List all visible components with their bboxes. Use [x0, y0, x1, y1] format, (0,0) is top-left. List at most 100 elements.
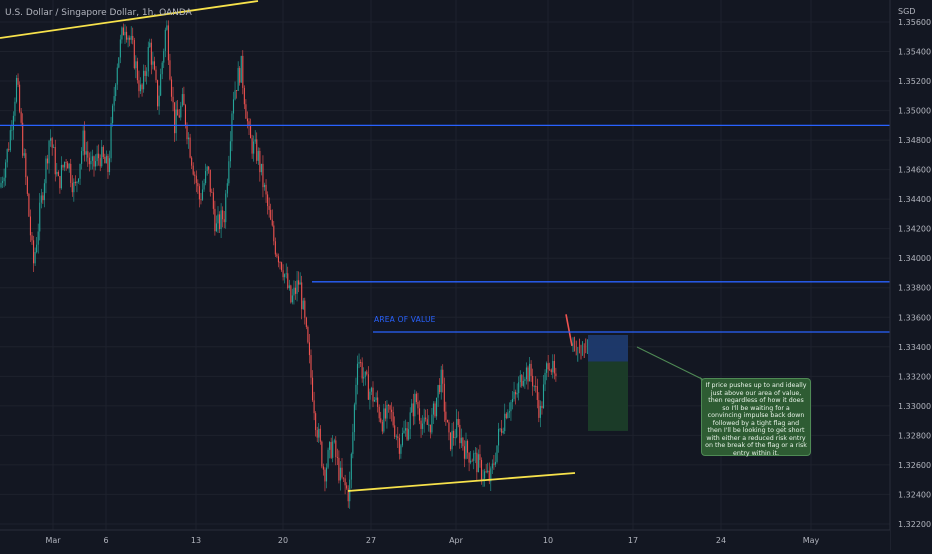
candle-body [333, 440, 335, 442]
horizontal-levels[interactable] [0, 124, 890, 333]
time-tick-label: Mar [45, 536, 61, 545]
candle-body [60, 165, 62, 189]
candle-body [124, 31, 126, 36]
candle-body [490, 468, 492, 482]
candle-body [15, 78, 18, 102]
candle-body [339, 467, 341, 481]
candle-body [48, 140, 50, 164]
candle-body [157, 80, 159, 107]
price-tick-label: 1.34800 [898, 136, 931, 145]
candle-body [370, 387, 372, 392]
candle-body [553, 360, 555, 374]
candle-body [222, 210, 224, 220]
time-tick-label: May [803, 536, 820, 545]
candle-body [510, 402, 512, 412]
candle-body [46, 158, 49, 164]
candle-body [181, 94, 183, 106]
candle-body [161, 62, 163, 75]
candle-body [160, 74, 162, 96]
candle-body [521, 375, 523, 386]
candle-body [305, 317, 307, 327]
candle-body [291, 295, 293, 303]
trade-note-callout[interactable]: If price pushes up to and ideally just a… [701, 378, 811, 457]
price-tick-label: 1.34400 [898, 195, 931, 204]
candle-body [158, 95, 160, 107]
candle-body [389, 405, 391, 410]
candle-body [544, 372, 546, 385]
candle-body [71, 182, 73, 193]
candle-body [420, 420, 422, 429]
price-tick-label: 1.32800 [898, 431, 931, 440]
candle-body [301, 282, 303, 310]
candle-body [453, 430, 455, 438]
candle-body [248, 121, 250, 126]
candle-body [392, 412, 394, 426]
candle-body [263, 184, 266, 188]
trend-lines[interactable] [0, 0, 576, 492]
candles [0, 20, 588, 509]
candle-body [541, 405, 543, 408]
candle-body [493, 463, 495, 465]
time-tick-label: 10 [543, 536, 553, 545]
candle-body [56, 171, 58, 175]
time-axis-labels: Mar 6 13 20 27 Apr 10 17 24 May [45, 536, 819, 545]
candle-body [87, 151, 89, 158]
candle-body [228, 161, 230, 184]
candle-body [406, 428, 408, 440]
candle-body [470, 460, 472, 463]
candle-body [273, 225, 275, 242]
candle-body [8, 149, 10, 151]
candle-body [208, 166, 210, 170]
candle-body [487, 470, 489, 473]
candle-body [358, 362, 360, 364]
candle-body [267, 194, 269, 207]
candle-body [477, 454, 479, 473]
candle-body [256, 139, 258, 161]
candle-body [468, 452, 470, 463]
candle-body [504, 413, 506, 432]
position-tool[interactable] [588, 334, 628, 431]
candle-body [169, 60, 171, 80]
candle-body [479, 454, 481, 460]
candle-body [395, 436, 397, 438]
candle-body [20, 111, 22, 123]
time-tick-label: 20 [278, 536, 288, 545]
candle-body [369, 391, 371, 400]
candle-body [494, 461, 496, 465]
candle-body [363, 376, 365, 379]
candle-body [29, 216, 31, 236]
candle-body [149, 42, 151, 48]
candle-body [150, 42, 152, 65]
candle-body [234, 90, 236, 100]
candle-body [471, 460, 473, 462]
candle-body [254, 139, 256, 142]
candle-body [22, 122, 24, 156]
candle-body [515, 391, 517, 395]
candle-body [116, 67, 118, 85]
candle-body [268, 206, 270, 210]
candle-body [62, 165, 64, 168]
candle-body [57, 171, 59, 177]
price-axis-panel[interactable] [890, 0, 932, 550]
candle-body [282, 270, 284, 278]
chart-title: U.S. Dollar / Singapore Dollar, 1h, OAND… [5, 8, 193, 18]
candle-body [223, 219, 225, 223]
candle-body [51, 138, 53, 148]
candle-body [463, 446, 465, 459]
candle-body [53, 147, 55, 148]
candle-body [352, 432, 354, 454]
candle-body [239, 68, 241, 83]
candle-body [84, 130, 86, 155]
candle-body [338, 457, 340, 481]
candle-body [270, 209, 272, 220]
candle-body [374, 399, 376, 402]
candle-body [129, 37, 131, 40]
candle-body [141, 84, 143, 90]
time-axis-panel[interactable] [0, 530, 890, 550]
candle-body [456, 419, 458, 438]
candle-body [166, 25, 168, 30]
candle-body [64, 162, 66, 168]
candle-body [377, 397, 379, 407]
